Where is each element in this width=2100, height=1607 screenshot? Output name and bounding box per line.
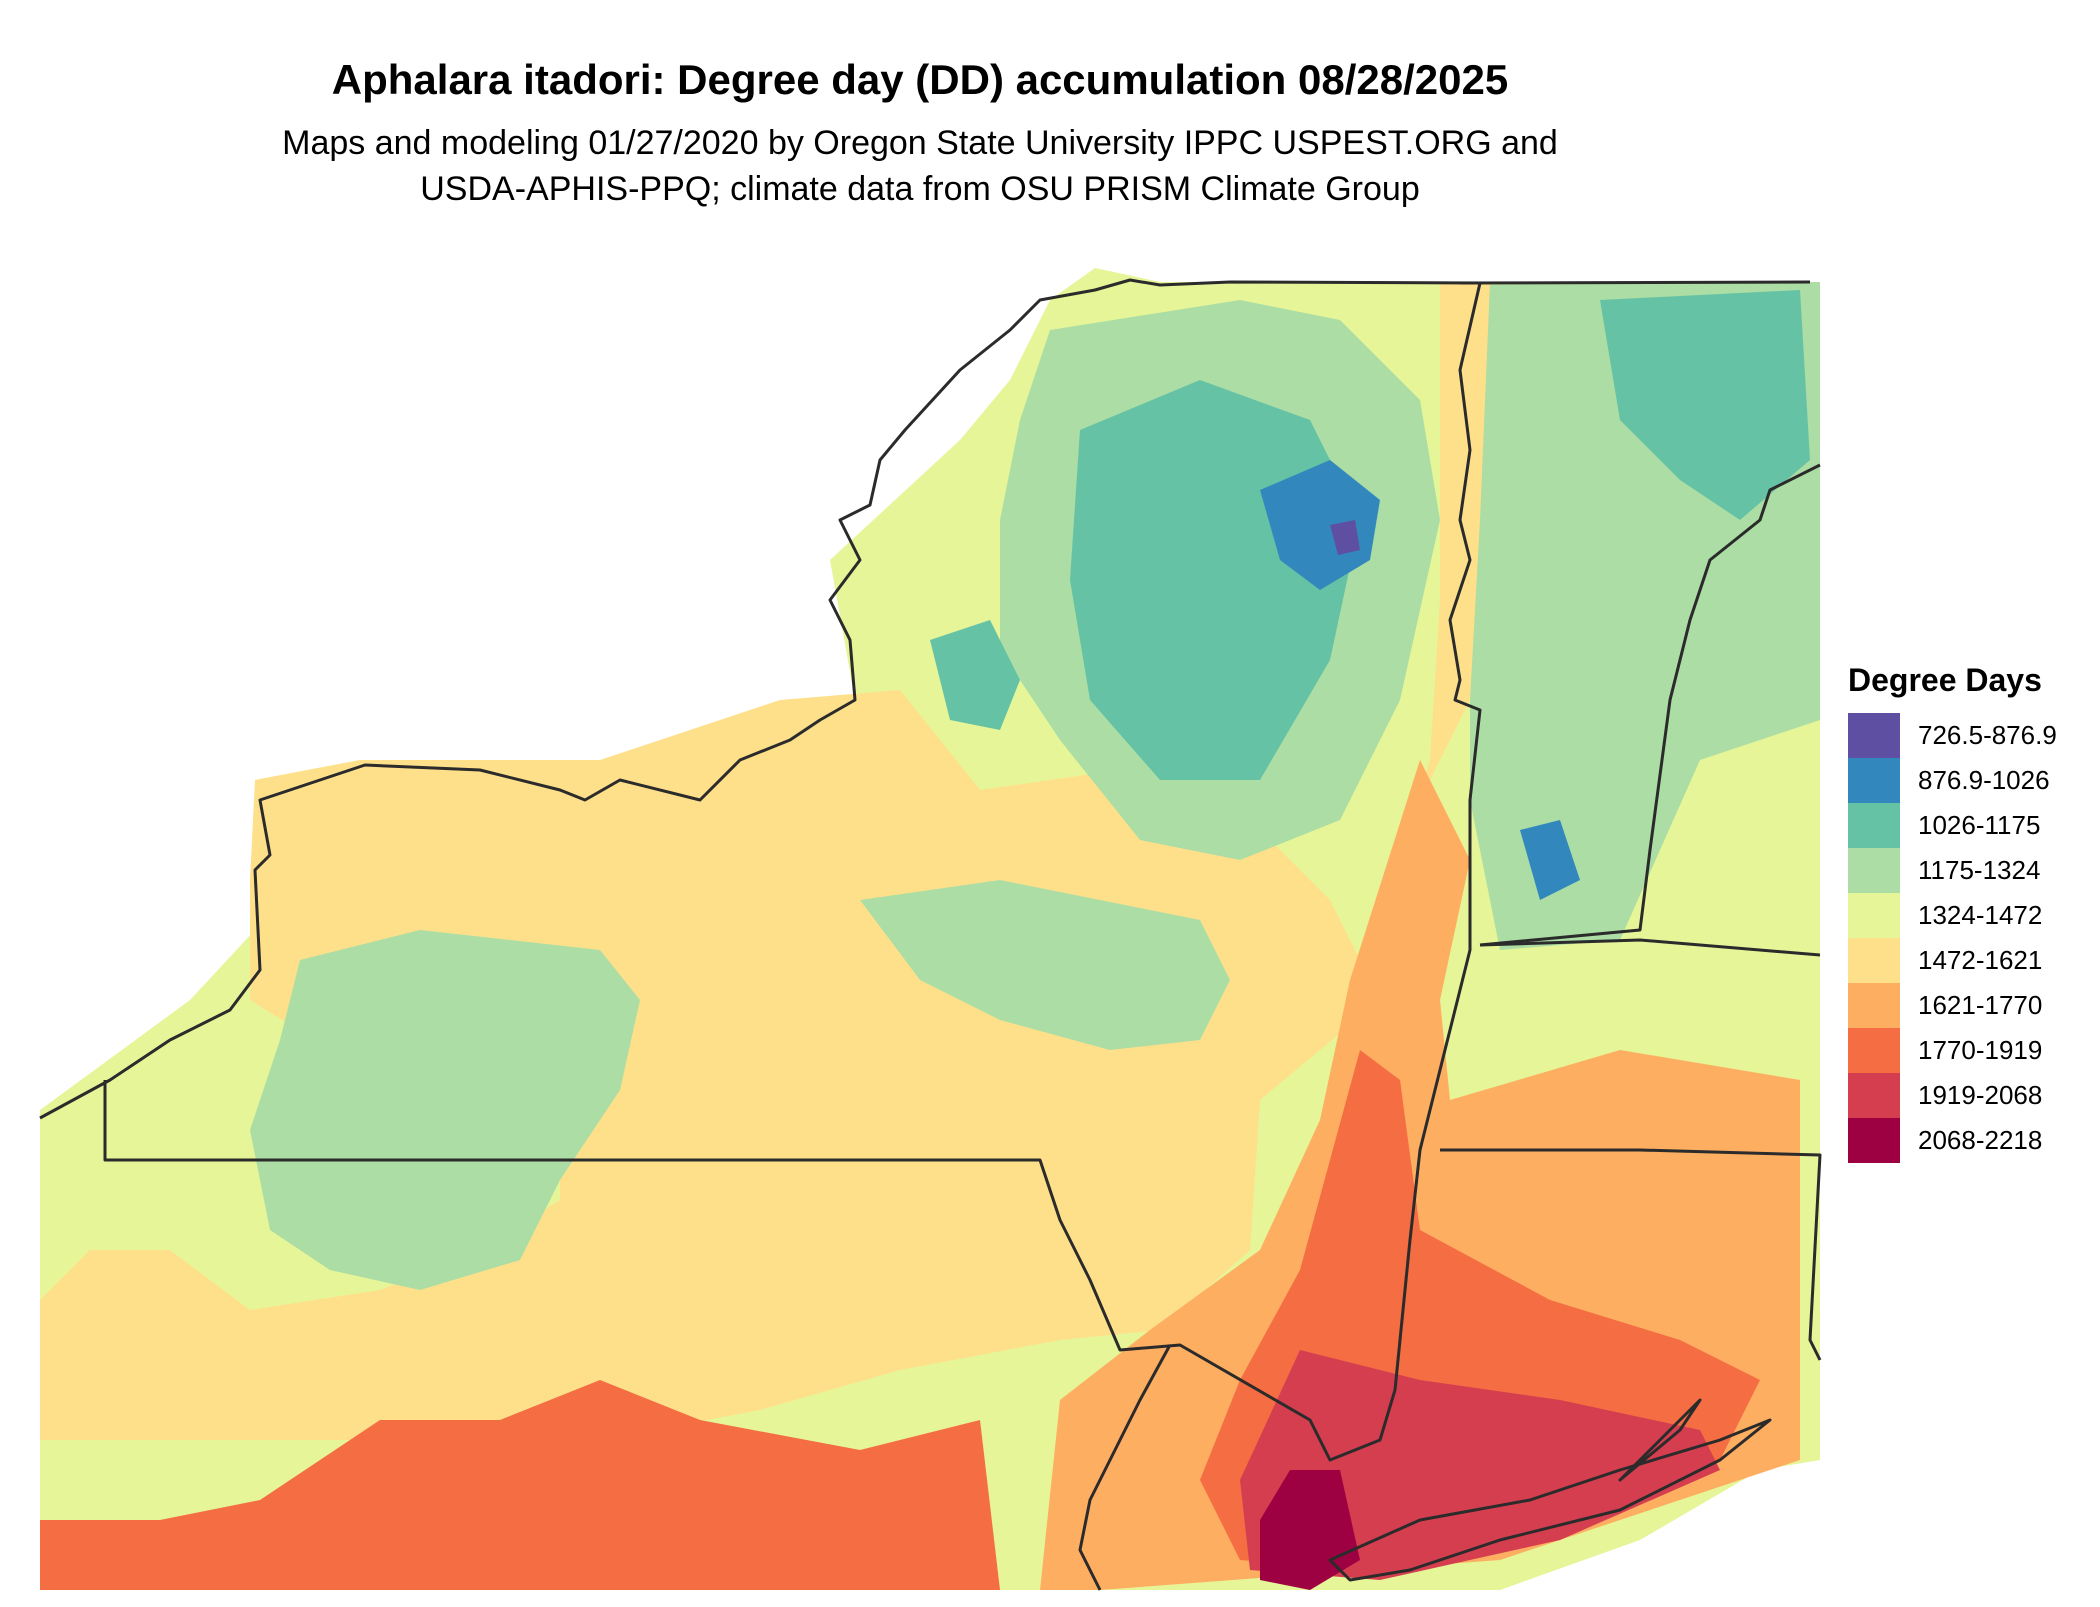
legend-items: 726.5-876.9 876.9-1026 1026-1175 1175-1324 1… (1848, 713, 2057, 1163)
legend-label: 1324-1472 (1918, 900, 2043, 930)
long-island-north-fork (1618, 1398, 1702, 1482)
legend-item: 1919-2068 (1848, 1073, 2057, 1118)
legend-label: 1026-1175 (1918, 810, 2041, 840)
degree-day-map (39, 268, 1822, 1591)
legend-swatch (1848, 803, 1900, 848)
legend-item: 1026-1175 (1848, 803, 2057, 848)
zone-876-summit (1330, 520, 1360, 555)
legend-label: 1621-1770 (1918, 990, 2043, 1020)
zone-1770-southwest (40, 1380, 1000, 1590)
zone-1324-central (860, 880, 1230, 1050)
legend-swatch (1848, 1073, 1900, 1118)
legend: Degree Days 726.5-876.9 876.9-1026 1026-11… (1848, 662, 2057, 1163)
legend-item: 1472-1621 (1848, 938, 2057, 983)
zone-1919 (1240, 1350, 1720, 1580)
legend-swatch (1848, 893, 1900, 938)
long-island-outline (1328, 1418, 1772, 1582)
legend-title: Degree Days (1848, 662, 2042, 698)
legend-item: 726.5-876.9 (1848, 713, 2057, 758)
legend-swatch (1848, 938, 1900, 983)
legend-label: 1770-1919 (1918, 1035, 2043, 1065)
map-fill (40, 268, 1820, 1590)
legend-label: 876.9-1026 (1918, 765, 2050, 795)
legend-item: 1621-1770 (1848, 983, 2057, 1028)
zone-1175-tug-hill (930, 620, 1020, 730)
legend-label: 726.5-876.9 (1918, 720, 2057, 750)
zone-1026-high-peaks (1260, 460, 1380, 590)
legend-label: 2068-2218 (1918, 1125, 2043, 1155)
new-jersey-border (1078, 1344, 1172, 1591)
legend-item: 1324-1472 (1848, 893, 2057, 938)
legend-label: 1175-1324 (1918, 855, 2041, 885)
legend-swatch (1848, 713, 1900, 758)
legend-item: 876.9-1026 (1848, 758, 2057, 803)
legend-label: 1919-2068 (1918, 1080, 2043, 1110)
map-subtitle-line1: Maps and modeling 01/27/2020 by Oregon S… (282, 124, 1558, 162)
map-subtitle-line2: USDA-APHIS-PPQ; climate data from OSU PR… (420, 170, 1420, 208)
zone-1026-vermont (1520, 820, 1580, 900)
legend-swatch (1848, 1118, 1900, 1163)
zone-2068-nyc (1260, 1470, 1360, 1590)
connecticut-border (1440, 1148, 1822, 1361)
legend-item: 1770-1919 (1848, 1028, 2057, 1073)
massachusetts-border (1479, 938, 1821, 957)
zone-1324-west (250, 930, 640, 1290)
zone-1175-vermont (1600, 290, 1810, 520)
legend-swatch (1848, 1028, 1900, 1073)
legend-item: 2068-2218 (1848, 1118, 2057, 1163)
legend-swatch (1848, 848, 1900, 893)
zone-1472 (40, 690, 1380, 1440)
new-york-border (39, 278, 1482, 1462)
vermont-border (1459, 280, 1821, 947)
legend-swatch (1848, 983, 1900, 1028)
legend-label: 1472-1621 (1918, 945, 2043, 975)
state-borders (39, 278, 1822, 1591)
legend-swatch (1848, 758, 1900, 803)
map-title: Aphalara itadori: Degree day (DD) accumu… (331, 56, 1509, 103)
legend-item: 1175-1324 (1848, 848, 2057, 893)
